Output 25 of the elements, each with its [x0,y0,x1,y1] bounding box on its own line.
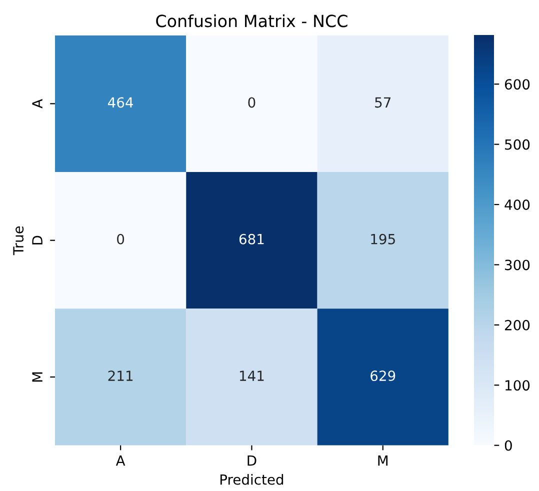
color-bar-label: 200 [505,320,530,330]
data-label: 681 [239,234,264,244]
y-tick-label: M [32,372,42,382]
data-label: 464 [108,97,134,108]
x-tick-label: M [378,455,388,466]
x-tick-label: D [248,455,256,466]
y-axis-title: True [13,226,24,256]
data-label: 211 [108,370,133,381]
color-bar-label: 500 [505,139,530,150]
data-label: 57 [375,97,391,108]
y-tick-label: D [32,236,42,244]
color-bar-label: 400 [504,199,530,210]
y-tick-label: A [32,99,42,108]
data-label: 0 [117,234,124,244]
x-tick-label: A [116,455,126,466]
color-bar-label: 100 [506,380,530,391]
chart-title: Confusion Matrix - NCC [156,14,348,28]
x-axis-title: Predicted [220,474,284,485]
data-label: 195 [371,234,395,244]
data-label: 629 [370,370,396,382]
data-label: 141 [240,370,264,381]
color-bar-label: 300 [505,260,530,270]
data-label: 0 [248,97,256,108]
color-bar-label: 600 [504,79,530,90]
color-bar-label: 0 [504,440,512,451]
